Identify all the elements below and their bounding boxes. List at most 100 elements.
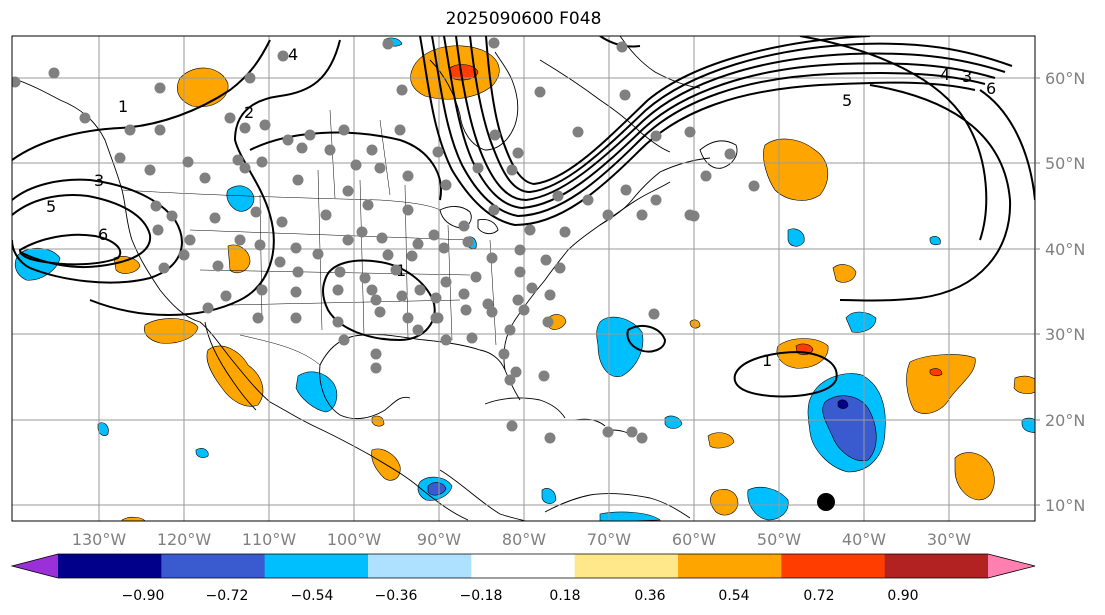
station-marker — [402, 170, 414, 182]
negative-anomaly-area — [596, 316, 644, 377]
positive-anomaly-area — [371, 415, 385, 427]
station-marker — [636, 209, 648, 221]
strong-negative-anomaly-area — [822, 395, 877, 462]
station-marker — [650, 194, 662, 206]
station-marker — [412, 238, 424, 250]
station-marker — [438, 242, 450, 254]
station-marker — [342, 185, 354, 197]
station-marker — [324, 144, 336, 156]
station-marker — [256, 284, 268, 296]
positive-anomaly-area — [227, 244, 251, 274]
shaded-anomaly-areas — [14, 37, 1035, 521]
longitude-axis: 130°W 120°W 110°W 100°W 90°W 80°W 70°W 6… — [72, 530, 971, 549]
contour-label: 5 — [46, 197, 56, 216]
map-border — [11, 35, 1036, 522]
station-marker — [489, 129, 501, 141]
lat-label: 40°N — [1045, 240, 1085, 259]
station-marker — [124, 124, 136, 136]
station-markers — [12, 37, 760, 444]
station-marker — [552, 190, 564, 202]
lat-label: 50°N — [1045, 154, 1085, 173]
station-marker — [554, 262, 566, 274]
station-marker — [374, 306, 386, 318]
station-marker — [458, 220, 470, 232]
station-marker — [252, 312, 264, 324]
station-marker — [458, 288, 470, 300]
station-marker — [212, 260, 224, 272]
station-marker — [466, 332, 478, 344]
station-marker — [688, 210, 700, 222]
station-marker — [282, 134, 294, 146]
station-marker — [356, 226, 368, 238]
negative-anomaly-area — [195, 448, 209, 458]
station-marker — [312, 248, 324, 260]
negative-anomaly-area — [226, 185, 255, 212]
station-marker — [332, 316, 344, 328]
station-marker — [224, 112, 236, 124]
station-marker — [506, 164, 518, 176]
lon-label: 50°W — [757, 530, 801, 549]
station-marker — [602, 209, 614, 221]
station-marker — [12, 76, 21, 88]
contour-label: 3 — [94, 171, 104, 190]
positive-anomaly-area — [707, 432, 735, 449]
station-marker — [370, 348, 382, 360]
station-marker — [396, 290, 408, 302]
map-title: 2025090600 F048 — [445, 9, 602, 29]
colorbar-tick-label: 0.18 — [549, 588, 580, 604]
station-marker — [619, 89, 631, 101]
positive-anomaly-area — [113, 256, 141, 274]
station-marker — [244, 72, 256, 84]
station-marker — [402, 204, 414, 216]
lon-label: 40°W — [842, 530, 886, 549]
station-marker — [382, 249, 394, 261]
station-marker — [559, 226, 571, 238]
station-marker — [184, 234, 196, 246]
strongest-negative-anomaly-area — [837, 399, 849, 409]
station-marker — [534, 86, 546, 98]
contour-label: 6 — [98, 225, 108, 244]
negative-anomaly-area — [664, 415, 683, 429]
contour-label: 3 — [962, 67, 972, 86]
station-marker — [376, 232, 388, 244]
station-marker — [182, 156, 194, 168]
station-marker — [538, 370, 550, 382]
positive-anomaly-area — [710, 489, 739, 516]
station-marker — [370, 362, 382, 374]
station-marker — [232, 154, 244, 166]
station-marker — [259, 119, 271, 131]
station-marker — [544, 289, 556, 301]
negative-anomaly-area — [541, 488, 557, 504]
station-marker — [684, 126, 696, 138]
station-marker — [256, 156, 268, 168]
station-marker — [158, 262, 170, 274]
positive-anomaly-area — [689, 319, 701, 329]
station-marker — [512, 147, 524, 159]
station-marker — [440, 334, 452, 346]
station-marker — [144, 164, 156, 176]
colorbar-ticks: −0.90 −0.72 −0.54 −0.36 −0.18 0.18 0.36 … — [122, 588, 919, 604]
lat-label: 30°N — [1045, 325, 1085, 344]
negative-anomaly-area — [845, 311, 877, 333]
station-marker — [290, 312, 302, 324]
station-marker — [290, 242, 302, 254]
lon-label: 90°W — [417, 530, 461, 549]
station-marker — [178, 249, 190, 261]
station-marker — [470, 271, 482, 283]
station-marker — [250, 206, 262, 218]
station-marker — [440, 276, 452, 288]
colorbar — [10, 553, 1036, 579]
lon-label: 110°W — [242, 530, 297, 549]
station-marker — [430, 292, 442, 304]
station-marker — [48, 67, 60, 79]
station-marker — [152, 224, 164, 236]
lon-label: 130°W — [72, 530, 127, 549]
colorbar-segment — [368, 554, 472, 578]
lon-label: 120°W — [157, 530, 212, 549]
colorbar-tick-label: −0.36 — [375, 588, 418, 604]
station-marker — [542, 316, 554, 328]
lon-label: 70°W — [587, 530, 631, 549]
colorbar-segment — [471, 554, 576, 578]
station-marker — [486, 306, 498, 318]
positive-anomaly-area — [206, 345, 264, 407]
